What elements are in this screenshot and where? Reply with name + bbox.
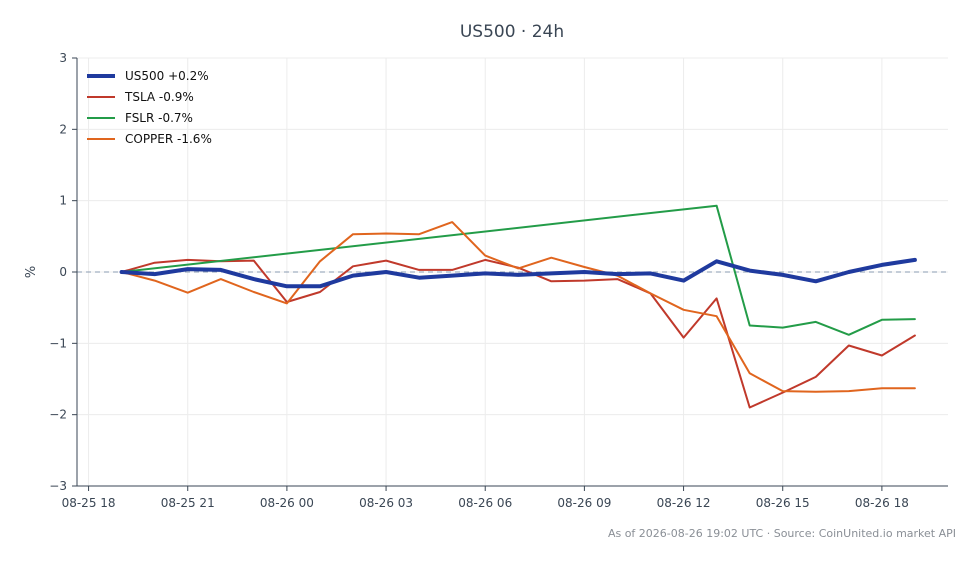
y-tick-label: −1 bbox=[49, 336, 67, 350]
x-tick-label: 08-25 18 bbox=[62, 496, 116, 510]
chart-title: US500 · 24h bbox=[460, 22, 564, 42]
y-tick-label: 3 bbox=[59, 51, 67, 65]
x-tick-label: 08-26 18 bbox=[855, 496, 909, 510]
y-tick-label: −3 bbox=[49, 479, 67, 493]
legend-label: US500 +0.2% bbox=[125, 69, 209, 83]
x-tick-label: 08-26 09 bbox=[557, 496, 611, 510]
x-tick-label: 08-26 06 bbox=[458, 496, 512, 510]
x-tick-label: 08-26 03 bbox=[359, 496, 413, 510]
legend-label: COPPER -1.6% bbox=[125, 132, 212, 146]
gridlines bbox=[77, 57, 948, 487]
source-footer: As of 2026-08-26 19:02 UTC · Source: Coi… bbox=[608, 527, 956, 540]
x-tick-label: 08-26 15 bbox=[756, 496, 810, 510]
series-line-tsla bbox=[120, 258, 916, 409]
y-tick-label: 2 bbox=[59, 122, 67, 136]
x-tick-label: 08-26 00 bbox=[260, 496, 314, 510]
series-lines bbox=[119, 204, 917, 409]
x-tick-label: 08-25 21 bbox=[161, 496, 215, 510]
y-tick-label: −2 bbox=[49, 408, 67, 422]
legend-label: TSLA -0.9% bbox=[124, 90, 194, 104]
series-line-us500 bbox=[119, 257, 917, 289]
y-tick-label: 0 bbox=[59, 265, 67, 279]
legend: US500 +0.2% TSLA -0.9% FSLR -0.7% COPPER -1… bbox=[87, 69, 212, 146]
axes: 3 2 1 0 −1 −2 −3 08-25 18 08-25 21 08-26 00 08-26 … bbox=[49, 51, 948, 510]
legend-label: FSLR -0.7% bbox=[125, 111, 193, 125]
series-line-fslr bbox=[120, 204, 916, 336]
y-tick-label: 1 bbox=[59, 194, 67, 208]
series-line-copper bbox=[120, 221, 916, 393]
y-axis-label: % bbox=[24, 266, 39, 278]
x-tick-label: 08-26 12 bbox=[657, 496, 711, 510]
